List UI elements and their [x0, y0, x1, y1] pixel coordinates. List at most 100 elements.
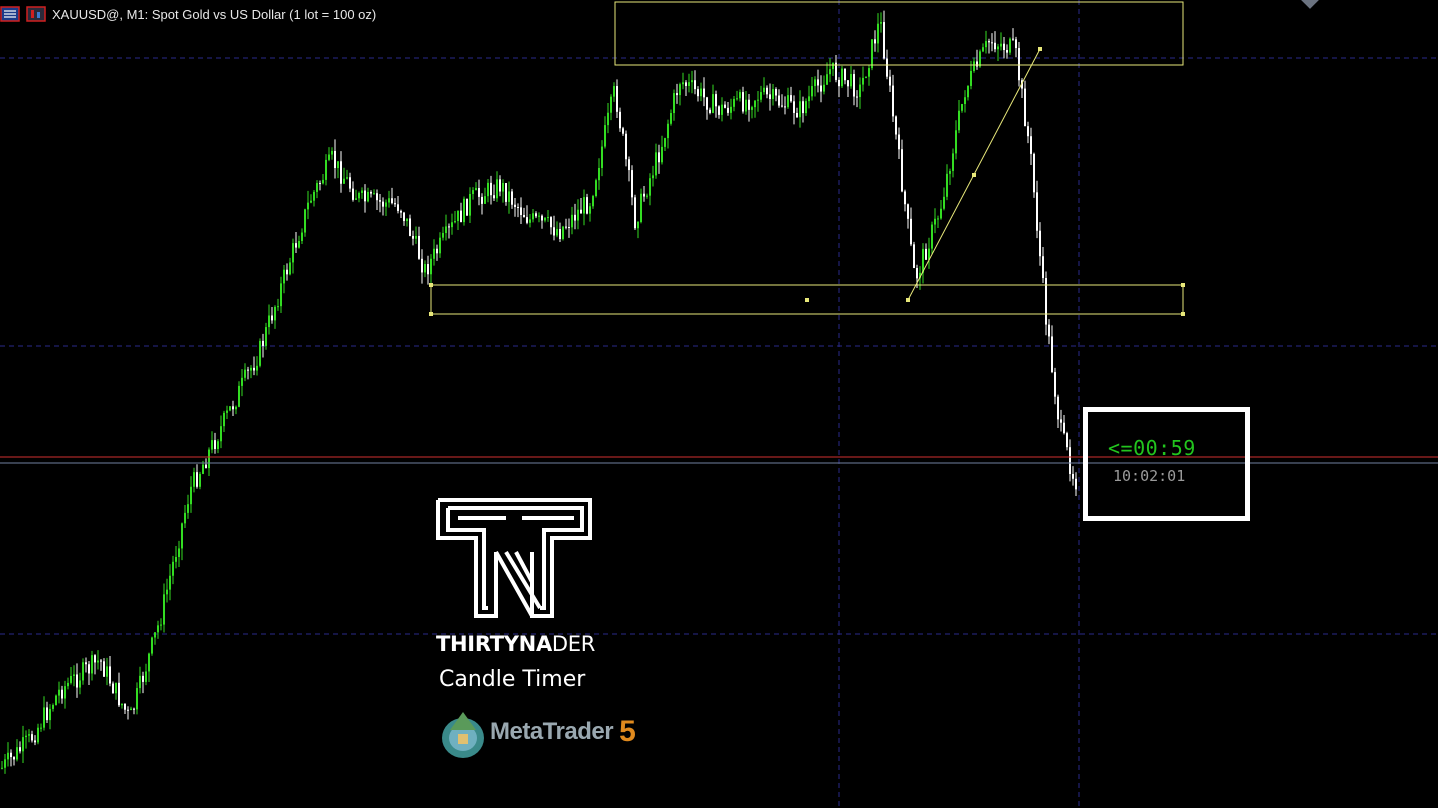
candle-body [106, 666, 108, 677]
price-lines [0, 456, 1438, 464]
candle-body [442, 232, 444, 238]
candle-body [946, 173, 948, 197]
candle-body [610, 96, 612, 113]
candle-body [541, 215, 543, 221]
candle-body [493, 195, 495, 199]
candle-body [409, 218, 411, 236]
candle-body [886, 58, 888, 77]
chart-title: XAUUSD@, M1: Spot Gold vs US Dollar (1 l… [52, 6, 377, 22]
metatrader-globe-icon [442, 712, 484, 758]
candle-body [907, 204, 909, 219]
candle-body [145, 671, 147, 682]
candle-body [925, 248, 927, 260]
candle-body [856, 96, 858, 98]
candle-body [112, 683, 114, 694]
candle-body [364, 190, 366, 202]
candle-body [490, 182, 492, 196]
candle-body [799, 101, 801, 118]
candle-body [499, 179, 501, 192]
candle-body [829, 69, 831, 75]
candle-body [523, 215, 525, 218]
candle-body [301, 232, 303, 242]
candle-body [64, 686, 66, 699]
candle-body [994, 42, 996, 50]
candle-body [325, 159, 327, 180]
candle-body [103, 661, 105, 677]
candle-body [676, 93, 678, 96]
candle-body [1024, 88, 1026, 127]
candle-body [853, 74, 855, 97]
candle-body [748, 99, 750, 110]
anchor-point [1038, 47, 1042, 51]
candle-body [529, 219, 531, 223]
candle-body [433, 248, 435, 259]
platform-version: 5 [619, 715, 636, 748]
candle-body [475, 188, 477, 191]
candle-body [100, 660, 102, 662]
candle-body [13, 757, 15, 760]
candle-body [943, 196, 945, 209]
candle-body [478, 188, 480, 197]
candle-body [253, 367, 255, 371]
candle-body [784, 106, 786, 108]
candle-body [1030, 136, 1032, 154]
candle-body [70, 675, 72, 683]
candle-body [154, 632, 156, 638]
candle-body [88, 664, 90, 674]
candle-body [742, 92, 744, 112]
drawing-objects[interactable] [429, 1, 1185, 316]
candle-body [229, 406, 231, 411]
candle-body [55, 695, 57, 706]
candle-body [904, 191, 906, 205]
candle-body [130, 708, 132, 711]
candle-countdown: <=00:59 [1108, 436, 1196, 460]
candle-body [448, 226, 450, 228]
candle-body [1051, 336, 1053, 373]
candle-body [265, 327, 267, 346]
candle-body [1021, 80, 1023, 89]
candle-body [151, 637, 153, 654]
candle-body [97, 660, 99, 663]
candle-body [727, 107, 729, 113]
candle-body [787, 95, 789, 108]
candle-body [127, 709, 129, 711]
candle-body [334, 150, 336, 169]
candle-body [397, 204, 399, 211]
candle-body [613, 86, 615, 97]
candle-body [415, 235, 417, 239]
candle-body [562, 226, 564, 240]
candle-body [772, 89, 774, 100]
candle-body [598, 167, 600, 181]
candle-body [679, 84, 681, 96]
candle-body [763, 87, 765, 93]
candle-body [94, 655, 96, 663]
candle-body [997, 46, 999, 50]
chart-properties-icon[interactable] [26, 6, 46, 22]
candle-body [193, 472, 195, 487]
candle-body [388, 198, 390, 203]
candle-body [283, 269, 285, 284]
candle-body [445, 226, 447, 233]
candle-body [910, 218, 912, 245]
candle-body [745, 99, 747, 112]
candle-body [595, 180, 597, 197]
candle-body [967, 85, 969, 98]
candle-body [721, 104, 723, 115]
candle-body [49, 708, 51, 721]
candle-body [187, 504, 189, 513]
candle-body [73, 674, 75, 676]
candle-body [520, 207, 522, 216]
chart-window-icon[interactable] [0, 6, 20, 22]
candle-body [196, 472, 198, 487]
candle-body [685, 82, 687, 86]
candle-body [28, 734, 30, 736]
candle-body [358, 192, 360, 199]
candle-body [142, 675, 144, 682]
server-time: 10:02:01 [1113, 467, 1186, 485]
candle-body [574, 214, 576, 221]
candle-body [634, 197, 636, 229]
candle-body [361, 190, 363, 193]
candle-body [451, 222, 453, 228]
candle-body [508, 191, 510, 202]
